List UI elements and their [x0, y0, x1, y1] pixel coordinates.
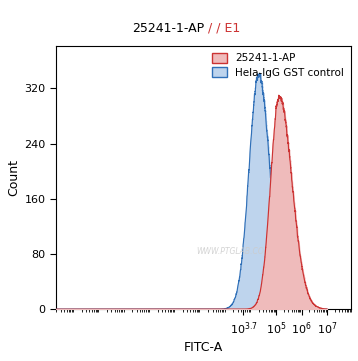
Y-axis label: Count: Count: [7, 159, 20, 196]
X-axis label: FITC-A: FITC-A: [184, 341, 223, 354]
Text: / / E1: / / E1: [204, 22, 240, 35]
Text: WWW.PTGLAB.COM: WWW.PTGLAB.COM: [196, 247, 271, 256]
Text: 25241-1-AP: 25241-1-AP: [132, 22, 204, 35]
Legend: 25241-1-AP, Hela-IgG GST control: 25241-1-AP, Hela-IgG GST control: [210, 51, 346, 80]
